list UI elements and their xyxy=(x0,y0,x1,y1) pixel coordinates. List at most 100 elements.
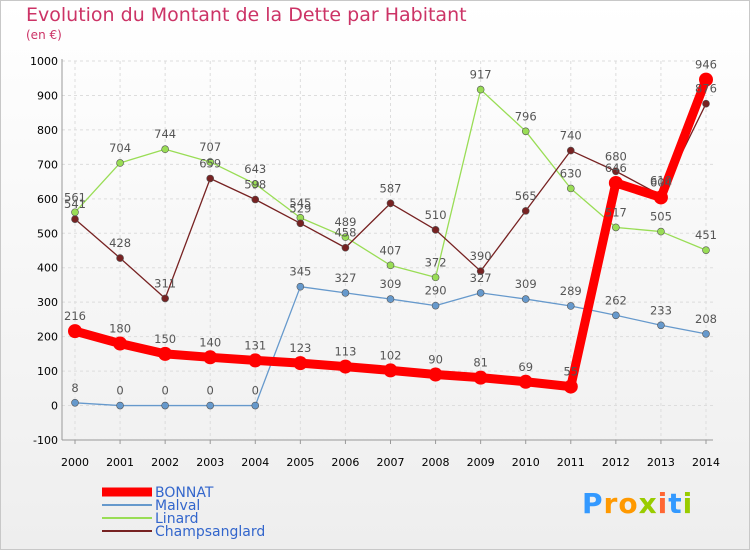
data-point xyxy=(521,207,530,215)
data-label: 946 xyxy=(695,58,717,72)
data-point xyxy=(71,398,79,407)
data-point xyxy=(476,85,485,94)
data-point xyxy=(612,223,620,232)
data-point xyxy=(518,374,533,389)
data-label: 69 xyxy=(518,360,533,374)
y-tick-label: 100 xyxy=(37,365,58,378)
data-label: 150 xyxy=(154,332,176,346)
data-point xyxy=(386,261,395,270)
data-point xyxy=(206,401,215,410)
data-point xyxy=(116,401,124,410)
data-point xyxy=(476,289,485,297)
x-tick-label: 2004 xyxy=(241,456,269,469)
data-label: 90 xyxy=(428,353,443,367)
data-point xyxy=(206,174,215,183)
data-point xyxy=(251,401,260,410)
data-label: 529 xyxy=(289,201,311,215)
data-label: 428 xyxy=(109,236,131,250)
x-tick-label: 2007 xyxy=(377,456,405,469)
data-point xyxy=(116,159,124,167)
data-point xyxy=(657,321,665,330)
data-point xyxy=(116,254,124,262)
data-label: 630 xyxy=(560,166,582,180)
data-point xyxy=(338,359,353,374)
x-tick-label: 2009 xyxy=(467,456,495,469)
legend-label: Champsanglard xyxy=(155,524,265,540)
data-point xyxy=(386,295,395,303)
data-point xyxy=(431,226,440,234)
data-label: 680 xyxy=(605,149,627,163)
data-label: 917 xyxy=(470,68,492,82)
data-label: 646 xyxy=(605,161,627,175)
data-point xyxy=(476,267,485,275)
x-tick-label: 2003 xyxy=(196,456,224,469)
y-tick-label: 800 xyxy=(37,124,58,137)
data-point xyxy=(296,282,305,291)
data-label: 604 xyxy=(650,175,672,189)
data-label: 587 xyxy=(380,181,402,195)
logo-letter: P xyxy=(582,487,604,520)
data-label: 345 xyxy=(289,265,311,279)
legend-label: Malval xyxy=(155,498,200,514)
data-point xyxy=(431,273,440,282)
logo-letter: i xyxy=(682,487,694,520)
data-point xyxy=(68,324,82,339)
x-tick-label: 2012 xyxy=(602,456,630,469)
data-point xyxy=(566,146,575,155)
data-label: 309 xyxy=(380,277,402,291)
data-point xyxy=(428,367,443,382)
data-label: 372 xyxy=(425,255,447,269)
data-point xyxy=(612,311,620,320)
data-label: 390 xyxy=(470,249,492,263)
data-label: 707 xyxy=(199,140,221,154)
data-point xyxy=(521,295,530,303)
data-label: 598 xyxy=(244,178,266,192)
data-label: 208 xyxy=(695,312,717,326)
data-point xyxy=(431,301,440,310)
data-point xyxy=(251,180,260,188)
data-label: 0 xyxy=(161,384,168,398)
data-point xyxy=(203,350,218,365)
data-point xyxy=(566,184,575,193)
data-point xyxy=(161,401,169,410)
data-point xyxy=(296,219,305,228)
data-label: 0 xyxy=(207,384,214,398)
data-label: 565 xyxy=(515,189,537,203)
data-point xyxy=(653,190,668,205)
data-point xyxy=(341,233,350,241)
legend-label: Linard xyxy=(155,511,199,527)
data-label: 643 xyxy=(244,162,266,176)
data-label: 140 xyxy=(199,335,221,349)
data-label: 131 xyxy=(244,338,266,352)
data-label: 740 xyxy=(560,129,582,143)
data-label: 55 xyxy=(563,365,578,379)
logo-letter: i xyxy=(657,487,669,520)
x-tick-label: 2001 xyxy=(106,456,134,469)
data-label: 796 xyxy=(515,109,537,123)
y-tick-label: 200 xyxy=(37,331,58,344)
y-tick-label: 0 xyxy=(51,400,58,413)
data-label: 327 xyxy=(470,271,492,285)
x-tick-label: 2011 xyxy=(557,456,585,469)
chart-subtitle: (en €) xyxy=(26,28,62,42)
data-label: 327 xyxy=(334,271,356,285)
logo-letter: r xyxy=(603,487,619,520)
data-label: 561 xyxy=(64,190,86,204)
x-tick-label: 2002 xyxy=(151,456,179,469)
data-label: 233 xyxy=(650,303,672,317)
y-tick-label: 400 xyxy=(37,262,58,275)
chart-title: Evolution du Montant de la Dette par Hab… xyxy=(26,4,467,26)
data-label: 876 xyxy=(695,82,717,96)
data-point xyxy=(248,353,263,368)
data-label: 262 xyxy=(605,293,627,307)
data-point xyxy=(566,302,575,310)
data-point xyxy=(71,215,79,223)
data-label: 180 xyxy=(109,322,131,336)
data-label: 8 xyxy=(71,381,78,395)
data-label: 123 xyxy=(289,341,311,355)
y-tick-label: 300 xyxy=(37,296,58,309)
data-label: 517 xyxy=(605,205,627,219)
data-point xyxy=(608,175,623,190)
